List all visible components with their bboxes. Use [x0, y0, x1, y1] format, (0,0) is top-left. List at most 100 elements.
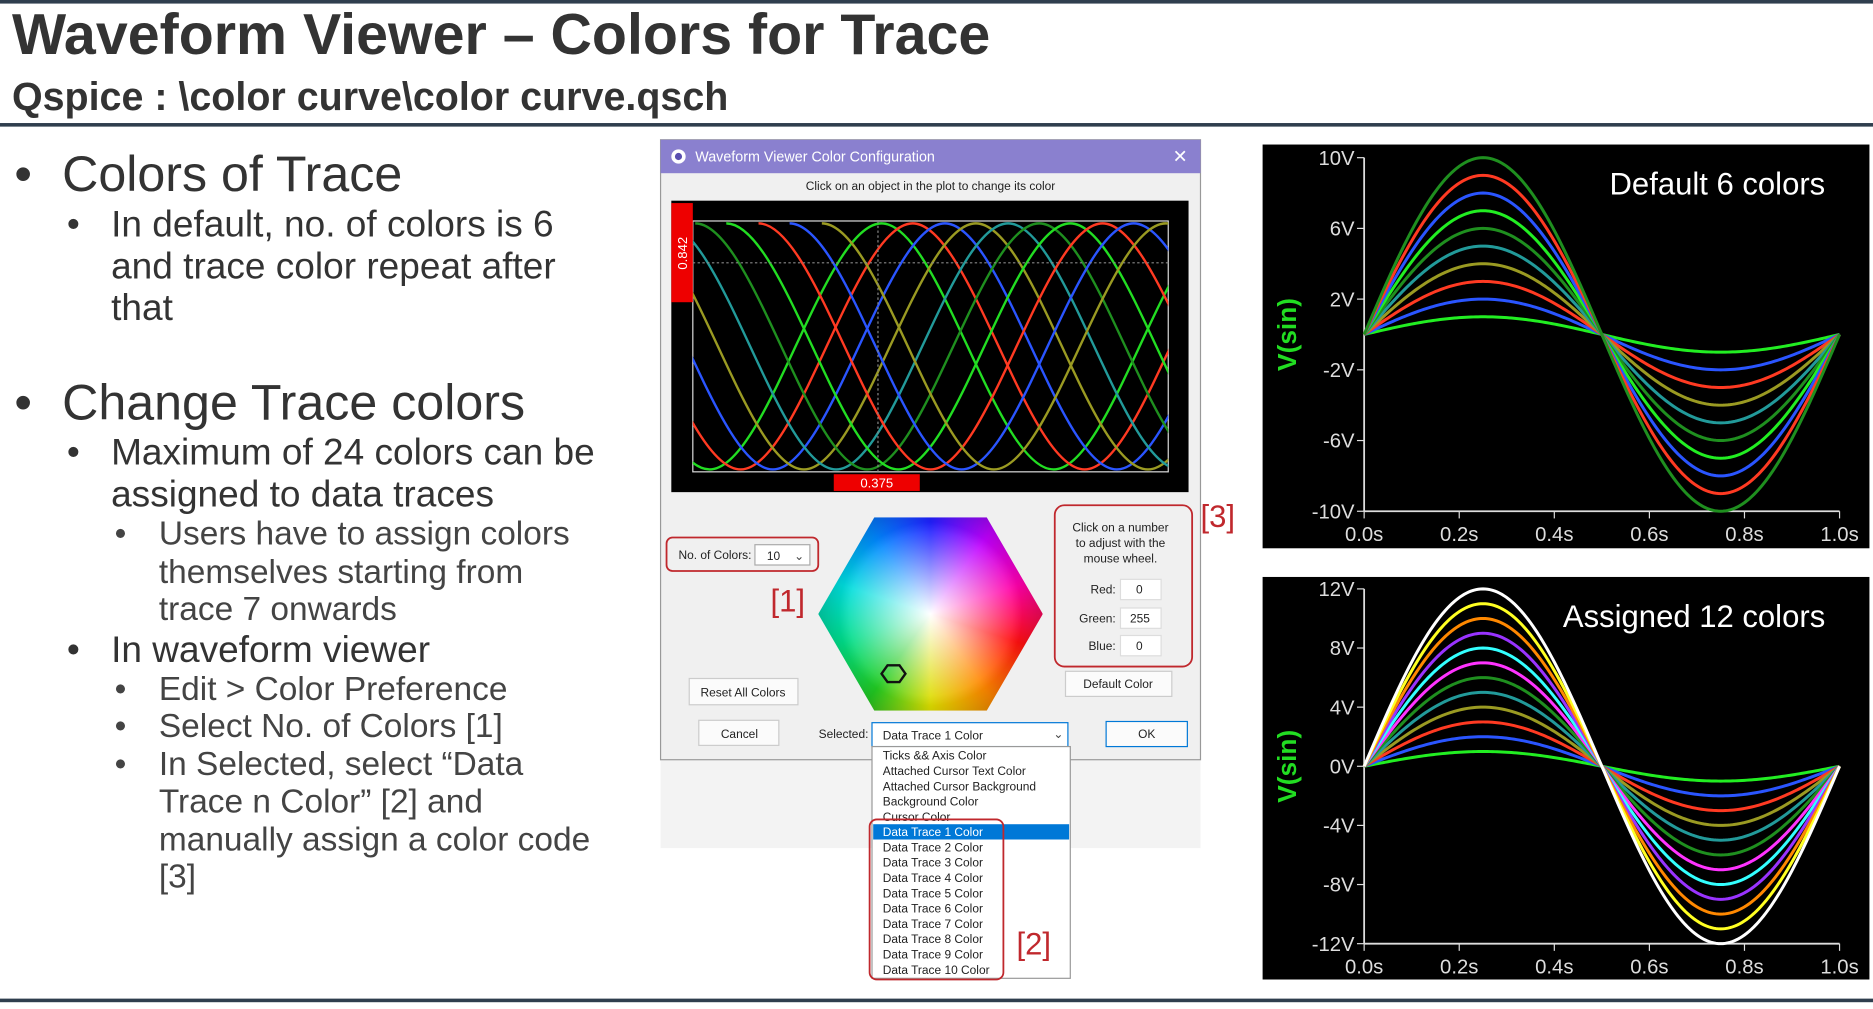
default-label: Default Color — [1083, 677, 1153, 691]
y-tick-label: 6V — [1330, 219, 1355, 241]
bottom-rule — [0, 998, 1873, 1003]
close-button[interactable]: ✕ — [1173, 146, 1188, 166]
red-label: Red: — [1090, 583, 1115, 597]
x-tick-label: 1.0s — [1820, 524, 1858, 546]
blue-value: 0 — [1136, 639, 1143, 653]
y-tick-label: -4V — [1323, 816, 1355, 838]
x-tick-label: 1.0s — [1820, 957, 1858, 979]
red-input[interactable] — [1119, 578, 1162, 601]
select-arrow: ⌄ — [794, 549, 804, 563]
bullet: Users have to assign colors themselves s… — [0, 515, 597, 628]
dropdown-option[interactable]: Ticks && Axis Color — [883, 749, 987, 763]
app-icon-dot — [674, 152, 683, 161]
y-tick-label: -2V — [1323, 360, 1355, 382]
dropdown-option[interactable]: Background Color — [883, 795, 979, 809]
blue-input[interactable] — [1119, 634, 1162, 657]
dropdown-option[interactable]: Data Trace 9 Color — [883, 947, 983, 961]
dropdown-option[interactable]: Data Trace 4 Color — [883, 871, 983, 885]
hint: mouse wheel. — [1084, 552, 1158, 566]
bullet: Change Trace colors — [0, 374, 597, 431]
dropdown-option[interactable]: Cursor Color — [883, 810, 951, 824]
marker-1: [1] — [770, 584, 805, 619]
highlight-box — [1053, 504, 1194, 668]
colors-select[interactable] — [754, 544, 811, 566]
dropdown-option[interactable]: Data Trace 3 Color — [883, 856, 983, 870]
subtitle: Qspice : \color curve\color curve.qsch — [11, 74, 729, 119]
y-tick-label: -12V — [1312, 934, 1355, 956]
x-tick-label: 0.4s — [1535, 524, 1573, 546]
x-tick-label: 0.2s — [1440, 957, 1478, 979]
plot-label: Assigned 12 colors — [1563, 599, 1825, 634]
y-tick-label: 8V — [1330, 638, 1355, 660]
trace — [1362, 156, 1841, 513]
y-tick-label: -8V — [1323, 875, 1355, 897]
title: Waveform Viewer – Colors for Trace — [11, 3, 991, 67]
cursor-x-value: 0.375 — [860, 475, 893, 490]
dropdown-option[interactable]: Data Trace 6 Color — [883, 902, 983, 916]
x-tick-label: 0.0s — [1345, 524, 1383, 546]
green-value: 255 — [1130, 611, 1150, 625]
selected-value: Data Trace 1 Color — [883, 728, 983, 742]
reset-label: Reset All Colors — [701, 685, 786, 699]
highlight-box — [868, 818, 1005, 981]
marker-3: [3] — [1200, 499, 1235, 534]
dropdown-option[interactable]: Data Trace 5 Color — [883, 886, 983, 900]
bullet: Colors of Trace — [0, 146, 597, 203]
reset-button[interactable] — [688, 677, 799, 706]
y-axis-label: V(sin) — [1272, 730, 1302, 803]
highlight-box — [665, 536, 820, 572]
y-tick-label: 0V — [1330, 756, 1355, 778]
wheel-selector — [880, 664, 907, 684]
color-wheel[interactable] — [818, 517, 1043, 711]
bullet-list: Colors of TraceIn default, no. of colors… — [0, 141, 597, 895]
dropdown-option[interactable]: Data Trace 1 Color — [883, 825, 983, 839]
dropdown-option[interactable]: Data Trace 10 Color — [883, 963, 990, 977]
blue-label: Blue: — [1088, 639, 1115, 653]
colors-label: No. of Colors: — [678, 548, 751, 562]
preview-frame — [692, 220, 1169, 473]
dropdown-option[interactable]: Data Trace 2 Color — [883, 840, 983, 854]
y-tick-label: -6V — [1323, 431, 1355, 453]
instruction: Click on an object in the plot to change… — [806, 179, 1056, 193]
cursor-y-value: 0.842 — [675, 237, 690, 270]
header-rule — [0, 123, 1873, 127]
dropdown-option[interactable]: Attached Cursor Text Color — [883, 764, 1026, 778]
select-arrow: ⌄ — [1053, 727, 1063, 741]
selected-label: Selected: — [819, 727, 869, 741]
cursor-x-tag — [833, 474, 920, 491]
plot-label: Default 6 colors — [1610, 167, 1826, 202]
dialog-title: Waveform Viewer Color Configuration — [695, 149, 935, 165]
preview-plot[interactable] — [671, 200, 1189, 493]
dialog: Waveform Viewer Color Configuration ✕ Cl… — [659, 139, 1235, 981]
green-input[interactable] — [1119, 607, 1162, 629]
y-axis-label: V(sin) — [1272, 298, 1302, 371]
y-tick-label: 12V — [1318, 579, 1355, 601]
bullet: Maximum of 24 colors can be assigned to … — [0, 431, 597, 515]
dropdown-option[interactable]: Attached Cursor Background — [883, 779, 1036, 793]
dropdown-option[interactable]: Data Trace 8 Color — [883, 932, 983, 946]
x-tick-label: 0.8s — [1725, 524, 1763, 546]
dropdown-option[interactable]: Data Trace 7 Color — [883, 917, 983, 931]
cancel-button[interactable] — [698, 719, 780, 746]
marker-2: [2] — [1017, 926, 1052, 961]
bullet: Edit > Color Preference — [0, 670, 597, 708]
y-tick-label: 10V — [1318, 148, 1355, 170]
top-rule — [0, 0, 1873, 4]
x-tick-label: 0.8s — [1725, 957, 1763, 979]
ok-button[interactable] — [1105, 720, 1188, 748]
red-value: 0 — [1136, 583, 1143, 597]
bullet: In default, no. of colors is 6 and trace… — [0, 203, 597, 328]
default-button[interactable] — [1064, 670, 1173, 698]
option-highlight — [873, 824, 1070, 840]
y-tick-label: -10V — [1312, 501, 1355, 523]
x-tick-label: 0.6s — [1630, 524, 1668, 546]
cancel-label: Cancel — [721, 727, 758, 741]
x-tick-label: 0.2s — [1440, 524, 1478, 546]
ok-label: OK — [1138, 727, 1155, 741]
